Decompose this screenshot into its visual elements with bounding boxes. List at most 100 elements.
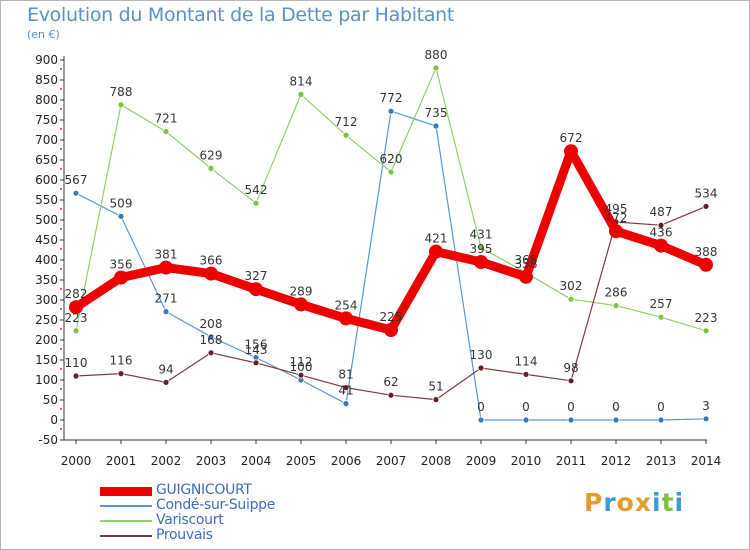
logo-letter: i (652, 488, 662, 517)
y-tick-label: 250 (35, 313, 58, 327)
data-point (702, 327, 710, 335)
data-label: 472 (605, 211, 628, 225)
legend-swatch (100, 535, 152, 537)
legend-item: Variscourt (100, 512, 400, 529)
data-label: 0 (657, 400, 665, 414)
data-label: 302 (560, 279, 583, 293)
data-point (612, 302, 620, 310)
data-point (162, 308, 170, 316)
x-tick-label: 2011 (556, 454, 587, 468)
data-point (387, 168, 395, 176)
data-point (657, 313, 665, 321)
data-point (432, 396, 440, 404)
data-point (474, 255, 488, 269)
logo-letter: i (674, 488, 685, 517)
logo-letter: o (616, 488, 635, 517)
data-point (117, 101, 125, 109)
data-point (564, 144, 578, 159)
data-point (702, 202, 710, 210)
data-point (204, 266, 218, 281)
data-label: 421 (425, 232, 448, 246)
data-point (342, 384, 350, 392)
y-tick-label: 50 (43, 393, 58, 407)
logo-letter: P (584, 488, 604, 517)
data-label: 381 (155, 248, 178, 262)
data-label: 282 (65, 287, 88, 301)
data-label: 542 (245, 183, 268, 197)
data-point (432, 64, 440, 72)
x-tick-label: 2012 (601, 454, 632, 468)
data-label: 62 (383, 375, 398, 389)
y-tick-label: -50 (38, 433, 58, 447)
data-label: 487 (650, 205, 673, 219)
x-tick-label: 2001 (106, 454, 137, 468)
data-label: 114 (515, 354, 538, 368)
data-label: 223 (695, 311, 718, 325)
data-point (114, 270, 128, 285)
data-label: 735 (425, 106, 448, 120)
data-point (249, 282, 263, 297)
data-label: 0 (567, 400, 575, 414)
data-point (519, 269, 533, 284)
x-tick-label: 2010 (511, 454, 542, 468)
y-tick-label: 400 (35, 253, 58, 267)
legend-item: GUIGNICOURT (100, 482, 400, 499)
data-label: 509 (110, 196, 133, 210)
data-label: 368 (515, 253, 538, 267)
data-label: 286 (605, 286, 628, 300)
logo-letter: t (661, 488, 675, 517)
data-label: 712 (335, 115, 358, 129)
data-label: 327 (245, 269, 268, 283)
data-point (477, 244, 485, 252)
legend-label: Prouvais (156, 527, 213, 543)
data-point (297, 91, 305, 98)
data-point (252, 359, 260, 367)
x-tick-label: 2008 (421, 454, 452, 468)
data-point (654, 238, 668, 253)
data-point (567, 295, 575, 303)
data-label: 0 (522, 400, 530, 414)
data-point (522, 370, 530, 378)
data-label: 788 (110, 85, 133, 99)
data-label: 534 (695, 186, 718, 200)
data-label: 208 (200, 317, 223, 331)
data-label: 100 (290, 360, 313, 374)
y-tick-label: 900 (35, 53, 58, 67)
data-point (387, 391, 395, 399)
data-point (522, 416, 530, 424)
data-label: 366 (200, 254, 223, 268)
data-label: 495 (605, 202, 628, 216)
y-tick-label: 200 (35, 333, 58, 347)
data-label: 388 (695, 245, 718, 259)
data-point (72, 327, 80, 335)
data-point (252, 199, 260, 207)
y-tick-label: 850 (35, 73, 58, 87)
legend: GUIGNICOURT Condé-sur-Suippe Variscourt Pro… (100, 482, 400, 544)
data-label: 116 (110, 354, 133, 368)
legend-item: Condé-sur-Suippe (100, 497, 400, 514)
data-label: 51 (428, 380, 443, 394)
data-label: 620 (380, 152, 403, 166)
data-label: 257 (650, 297, 673, 311)
y-tick-label: 700 (35, 133, 58, 147)
data-label: 130 (470, 348, 493, 362)
logo-letter: r (603, 488, 617, 517)
data-label: 672 (560, 131, 583, 145)
y-tick-label: 750 (35, 113, 58, 127)
data-point (207, 333, 215, 341)
data-point (162, 378, 170, 386)
y-tick-label: 450 (35, 233, 58, 247)
data-point (117, 212, 125, 220)
legend-item: Prouvais (100, 527, 400, 544)
data-label: 271 (155, 292, 178, 306)
data-point (609, 224, 623, 239)
legend-label: Condé-sur-Suippe (156, 497, 276, 513)
data-label: 110 (65, 356, 88, 370)
data-point (384, 323, 398, 337)
data-label: 629 (200, 148, 223, 162)
data-label: 94 (158, 362, 173, 376)
y-tick-label: 650 (35, 153, 58, 167)
data-label: 0 (612, 400, 620, 414)
data-point (342, 131, 350, 139)
data-label: 223 (65, 311, 88, 325)
